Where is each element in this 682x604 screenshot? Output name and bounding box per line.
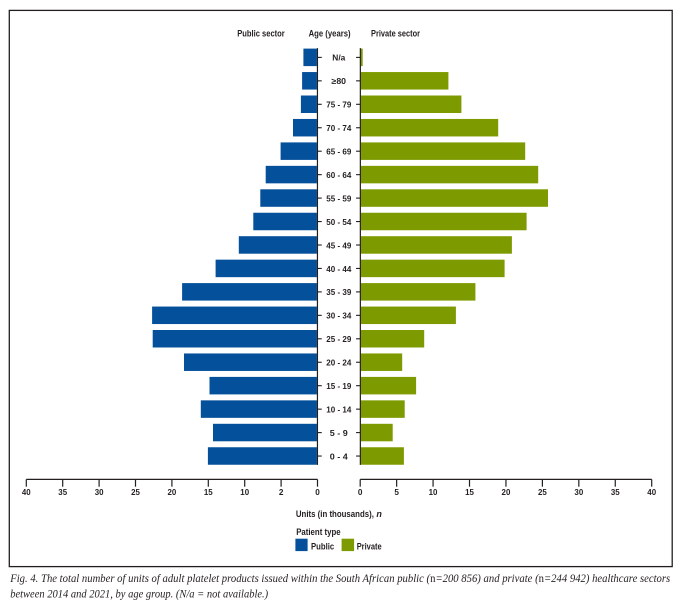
svg-text:70 - 74: 70 - 74 xyxy=(326,124,351,133)
svg-text:Public sector: Public sector xyxy=(237,29,285,39)
svg-text:65 - 69: 65 - 69 xyxy=(326,148,351,157)
svg-text:30 - 34: 30 - 34 xyxy=(326,312,351,321)
svg-text:15: 15 xyxy=(465,488,474,497)
svg-text:Private sector: Private sector xyxy=(371,29,420,39)
svg-text:n: n xyxy=(376,509,382,519)
svg-text:≥80: ≥80 xyxy=(332,77,347,86)
svg-text:25: 25 xyxy=(131,488,140,497)
svg-text:Public: Public xyxy=(311,541,334,551)
svg-text:15 - 19: 15 - 19 xyxy=(326,382,351,391)
svg-text:50 - 54: 50 - 54 xyxy=(326,218,351,227)
svg-text:0 - 4: 0 - 4 xyxy=(330,452,348,461)
svg-text:25: 25 xyxy=(538,488,547,497)
svg-text:40 - 44: 40 - 44 xyxy=(326,265,351,274)
svg-text:Units (in thousands),: Units (in thousands), xyxy=(296,509,374,519)
svg-text:55 - 59: 55 - 59 xyxy=(326,194,351,203)
svg-text:20: 20 xyxy=(168,488,177,497)
svg-text:60 - 64: 60 - 64 xyxy=(326,171,351,180)
svg-text:25 - 29: 25 - 29 xyxy=(326,335,351,344)
svg-text:30: 30 xyxy=(95,488,104,497)
svg-text:10: 10 xyxy=(240,488,249,497)
svg-text:5 - 9: 5 - 9 xyxy=(330,429,348,438)
svg-text:20 - 24: 20 - 24 xyxy=(326,359,351,368)
svg-text:40: 40 xyxy=(22,488,31,497)
svg-text:35: 35 xyxy=(611,488,620,497)
svg-text:35 - 39: 35 - 39 xyxy=(326,288,351,297)
svg-text:0: 0 xyxy=(315,488,320,497)
svg-text:35: 35 xyxy=(58,488,67,497)
svg-text:Fig. 4. The total number of un: Fig. 4. The total number of units of adu… xyxy=(9,573,670,585)
svg-text:20: 20 xyxy=(502,488,511,497)
svg-text:between 2014 and 2021, by age: between 2014 and 2021, by age group. (N/… xyxy=(10,588,268,600)
svg-text:30: 30 xyxy=(574,488,583,497)
svg-text:5: 5 xyxy=(394,488,399,497)
svg-text:2: 2 xyxy=(279,488,284,497)
svg-text:45 - 49: 45 - 49 xyxy=(326,241,351,250)
svg-text:N/a: N/a xyxy=(332,54,345,63)
svg-text:Patient type: Patient type xyxy=(296,527,340,537)
svg-text:0: 0 xyxy=(358,488,363,497)
svg-text:40: 40 xyxy=(647,488,656,497)
svg-text:10 - 14: 10 - 14 xyxy=(326,405,351,414)
svg-text:Private: Private xyxy=(357,541,382,551)
svg-text:10: 10 xyxy=(429,488,438,497)
svg-text:15: 15 xyxy=(204,488,213,497)
svg-text:Age (years): Age (years) xyxy=(309,29,351,39)
svg-text:75 - 79: 75 - 79 xyxy=(326,101,351,110)
